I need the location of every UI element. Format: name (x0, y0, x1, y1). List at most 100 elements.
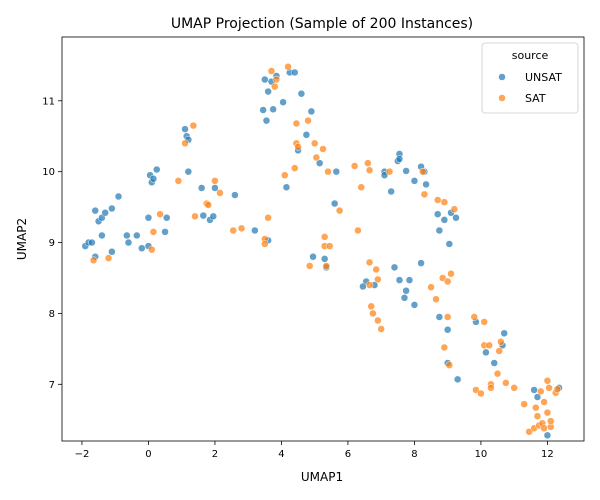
data-point-sat (545, 384, 553, 392)
data-point-sat (335, 206, 344, 215)
data-point-unsat (445, 240, 454, 248)
y-axis-label: UMAP2 (15, 218, 29, 260)
data-point-unsat (422, 180, 430, 189)
data-point-sat (533, 412, 542, 420)
data-point-sat (487, 384, 495, 392)
data-point-unsat (88, 238, 96, 247)
y-tick-label: 11 (42, 96, 55, 107)
data-point-unsat (282, 183, 291, 192)
data-point-unsat (307, 107, 316, 116)
data-point-sat (272, 75, 281, 84)
data-point-sat (520, 400, 528, 408)
data-point-sat (271, 82, 279, 91)
data-point-sat (267, 67, 276, 75)
data-point-sat (365, 258, 374, 267)
data-point-sat (237, 224, 246, 233)
data-point-unsat (359, 282, 367, 291)
data-point-sat (543, 377, 552, 385)
data-point-unsat (452, 213, 460, 222)
data-point-sat (497, 338, 505, 346)
data-point-unsat (297, 89, 306, 98)
data-point-unsat (402, 286, 410, 295)
series-sat (89, 63, 562, 436)
data-point-unsat (161, 228, 169, 236)
data-point-unsat (302, 131, 311, 139)
data-point-sat (367, 302, 375, 311)
legend-marker-sat (498, 94, 506, 102)
data-point-sat (445, 361, 454, 369)
plot-frame (61, 36, 585, 442)
data-point-sat (325, 242, 334, 250)
data-point-unsat (482, 348, 490, 357)
data-point-sat (385, 167, 394, 176)
x-axis-label: UMAP1 (301, 470, 343, 484)
data-point-unsat (290, 68, 299, 77)
data-point-sat (369, 309, 377, 318)
data-point-sat (443, 277, 452, 286)
data-point-unsat (330, 199, 339, 208)
data-point-unsat (124, 238, 133, 247)
data-point-unsat (262, 116, 271, 125)
data-point-sat (443, 313, 452, 321)
data-point-unsat (231, 191, 239, 199)
data-point-sat (418, 167, 427, 176)
legend-label-unsat: UNSAT (525, 71, 562, 84)
data-point-sat (493, 369, 502, 378)
data-point-sat (216, 189, 224, 197)
data-point-unsat (153, 165, 161, 174)
data-point-unsat (390, 263, 399, 272)
data-point-unsat (108, 248, 116, 256)
data-point-sat (322, 262, 331, 270)
x-tick-label: 2 (212, 449, 218, 460)
data-point-unsat (402, 167, 410, 175)
data-point-sat (204, 201, 213, 209)
data-point-sat (148, 245, 156, 254)
data-point-sat (310, 139, 319, 148)
legend-label-sat: SAT (525, 92, 546, 105)
data-point-unsat (410, 301, 419, 309)
data-point-sat (305, 262, 314, 270)
x-tick-label: 10 (475, 449, 488, 460)
data-point-unsat (453, 375, 462, 384)
data-point-unsat (114, 192, 123, 201)
legend-marker-unsat (498, 73, 506, 81)
data-point-unsat (443, 325, 452, 334)
data-point-unsat (309, 252, 317, 261)
data-point-unsat (144, 213, 153, 222)
data-point-sat (547, 417, 555, 425)
data-point-unsat (500, 329, 508, 338)
data-point-sat (532, 403, 540, 412)
data-point-sat (377, 325, 385, 333)
data-point-unsat (387, 187, 395, 196)
data-point-sat (502, 379, 510, 387)
data-point-unsat (543, 431, 552, 440)
x-axis: −2 0 2 4 6 8 10 12 (75, 441, 554, 460)
data-point-unsat (533, 393, 542, 401)
data-point-sat (261, 240, 269, 248)
y-tick-label: 10 (42, 167, 55, 178)
chart-title: UMAP Projection (Sample of 200 Instances… (171, 16, 473, 32)
data-point-unsat (98, 231, 106, 240)
data-point-unsat (261, 75, 269, 84)
data-point-unsat (435, 226, 444, 235)
data-point-sat (432, 295, 440, 303)
y-axis: 7 8 9 10 11 (42, 96, 62, 391)
data-point-unsat (410, 177, 419, 185)
data-point-unsat (133, 231, 141, 240)
data-point-unsat (91, 206, 99, 215)
data-point-sat (477, 389, 485, 398)
data-point-sat (495, 347, 503, 355)
data-point-sat (320, 233, 329, 241)
data-point-unsat (417, 259, 425, 267)
y-tick-label: 7 (49, 380, 55, 391)
data-point-sat (420, 190, 429, 199)
data-point-sat (365, 166, 374, 174)
data-point-sat (357, 183, 365, 192)
data-point-sat (191, 212, 199, 221)
data-point-unsat (279, 98, 287, 106)
data-point-unsat (320, 255, 329, 263)
data-point-sat (174, 177, 183, 185)
data-point-sat (312, 153, 321, 162)
data-point-sat (324, 167, 332, 176)
data-point-sat (543, 408, 552, 417)
